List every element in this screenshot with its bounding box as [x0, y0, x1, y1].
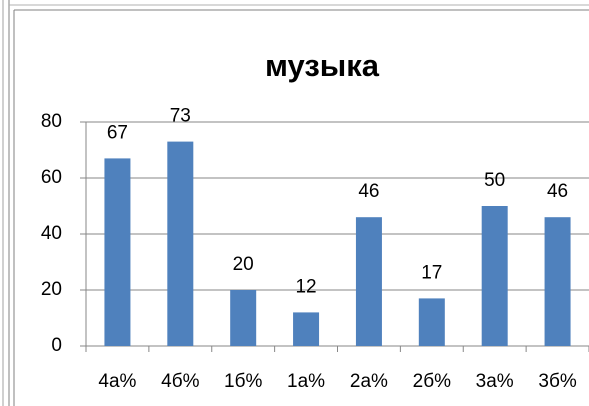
bar: [167, 141, 194, 346]
bar: [481, 206, 508, 346]
bar: [544, 217, 571, 346]
value-label: 50: [484, 170, 505, 191]
bar: [104, 158, 131, 346]
y-tick-label: 80: [41, 111, 62, 132]
value-label: 17: [421, 262, 442, 283]
chart-title: музыка: [265, 48, 380, 83]
value-label: 12: [295, 276, 316, 297]
x-tick-label: 2а%: [350, 371, 388, 392]
x-tick-label: 2б%: [413, 371, 451, 392]
y-tick-label: 40: [41, 223, 62, 244]
value-label: 67: [107, 122, 128, 143]
value-label: 46: [547, 181, 568, 202]
x-tick-label: 4б%: [161, 371, 199, 392]
x-tick-label: 1а%: [287, 371, 325, 392]
value-label: 20: [233, 254, 254, 275]
bar: [355, 217, 382, 346]
x-tick-label: 3б%: [538, 371, 576, 392]
y-tick-label: 60: [41, 167, 62, 188]
value-label: 73: [170, 106, 191, 127]
y-tick-label: 0: [51, 335, 62, 356]
x-tick-label: 1б%: [224, 371, 262, 392]
y-tick-label: 20: [41, 279, 62, 300]
value-label: 46: [358, 181, 379, 202]
bar: [293, 312, 320, 346]
x-tick-label: 3а%: [476, 371, 514, 392]
x-tick-label: 4а%: [98, 371, 136, 392]
bar: [230, 290, 257, 346]
bar: [418, 298, 445, 346]
